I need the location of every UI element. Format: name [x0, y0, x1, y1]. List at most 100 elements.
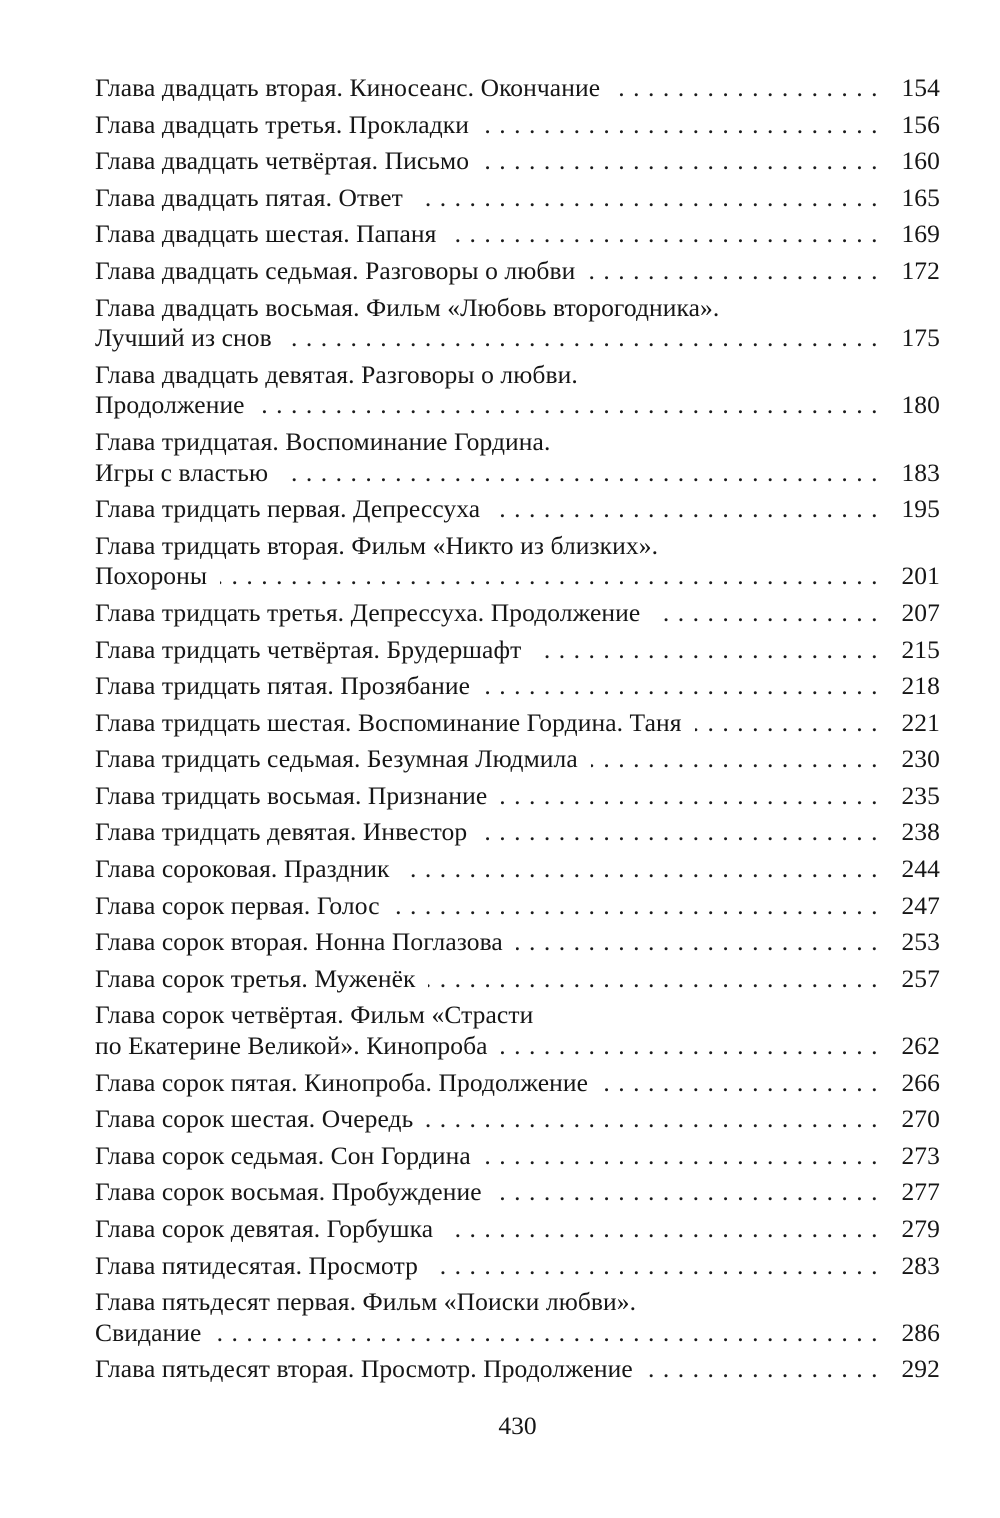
toc-entry-lastline: Глава сорок девятая. Горбушка 279 [95, 1214, 940, 1245]
dot-leader [450, 219, 887, 250]
toc-entry-page: 183 [901, 457, 940, 487]
toc-entry: Глава двадцать пятая. Ответ 165 [95, 183, 940, 214]
toc-entry-lastline: Глава пятьдесят вторая. Просмотр. Продол… [95, 1354, 940, 1385]
toc-entry-title: Глава тридцать первая. Депрессуха [95, 494, 481, 524]
dot-leader [214, 1318, 886, 1349]
toc-entry: Глава сорок шестая. Очередь 270 [95, 1104, 940, 1135]
dot-leader [258, 390, 886, 421]
toc-entry-lastline: Глава сороковая. Праздник 244 [95, 854, 940, 885]
dot-leader [220, 561, 886, 592]
toc-entry: Глава сорок первая. Голос 247 [95, 891, 940, 922]
toc-entry-title: Глава тридцать восьмая. Признание [95, 780, 488, 810]
toc-entry-lastline: Глава тридцать первая. Депрессуха 195 [95, 494, 940, 525]
dot-leader [646, 1354, 886, 1385]
toc-entry-page: 247 [901, 890, 940, 920]
toc-entry-lastline: Лучший из снов 175 [95, 323, 940, 354]
toc-entry-lastline: Глава сорок вторая. Нонна Поглазова 253 [95, 927, 940, 958]
toc-entry-page: 160 [901, 146, 940, 176]
dot-leader [500, 781, 886, 812]
toc-entry-line: Глава пятьдесят первая. Фильм «Поиски лю… [95, 1287, 637, 1317]
toc-entry-title: Глава сорок пятая. Кинопроба. Продолжени… [95, 1067, 589, 1097]
toc-entry: Глава двадцать шестая. Папаня 169 [95, 219, 940, 250]
toc-entry: Глава тридцать пятая. Прозябание 218 [95, 671, 940, 702]
page-number: 430 [498, 1410, 537, 1440]
toc-entry-lastline: Продолжение 180 [95, 390, 940, 421]
toc-entry-page: 215 [901, 634, 940, 664]
toc-entry-lastline: по Екатерине Великой». Кинопроба 262 [95, 1031, 940, 1062]
toc-entry: Глава пятидесятая. Просмотр 283 [95, 1251, 940, 1282]
toc-entry-title: Глава двадцать пятая. Ответ [95, 182, 403, 212]
toc-entry-page: 266 [901, 1067, 940, 1097]
toc-entry-lastline: Глава тридцать четвёртая. Брудершафт 215 [95, 635, 940, 666]
toc-entry-page: 195 [901, 494, 940, 524]
dot-leader [431, 1251, 886, 1282]
toc-entry-page: 154 [901, 73, 940, 102]
toc-entry-title: Глава тридцать пятая. Прозябание [95, 671, 470, 701]
toc-entry-title: Глава двадцать вторая. Киносеанс. Оконча… [95, 73, 601, 102]
toc-entry-title: Глава тридцать четвёртая. Брудершафт [95, 634, 522, 664]
toc-entry-lastline: Свидание 286 [95, 1318, 940, 1349]
toc-entry-title: Глава двадцать третья. Прокладки [95, 109, 470, 139]
toc-entry-title: Глава тридцать третья. Депрессуха. Продо… [95, 597, 641, 627]
dot-leader [695, 708, 886, 739]
toc-entry-page: 235 [901, 780, 940, 810]
toc-entry: Глава сорок третья. Муженёк 257 [95, 964, 940, 995]
dot-leader [446, 1214, 886, 1245]
dot-leader [480, 817, 886, 848]
toc-entry-lastline: Глава сорок первая. Голос 247 [95, 891, 940, 922]
toc-entry-lastline: Глава сорок шестая. Очередь 270 [95, 1104, 940, 1135]
toc-entry: Глава тридцать четвёртая. Брудершафт 215 [95, 635, 940, 666]
toc-entry: Глава тридцать первая. Депрессуха 195 [95, 494, 940, 525]
toc-entry-lastline: Глава двадцать третья. Прокладки 156 [95, 110, 940, 141]
toc-entry-lastline: Глава двадцать четвёртая. Письмо 160 [95, 146, 940, 177]
toc-entry-page: 262 [901, 1031, 940, 1061]
toc-entry-title: Глава тридцать седьмая. Безумная Людмила [95, 744, 578, 774]
dot-leader [601, 1068, 886, 1099]
dot-leader [495, 1177, 886, 1208]
dot-leader [416, 183, 886, 214]
toc-entry-page: 244 [901, 854, 940, 884]
toc-entry-lastline: Глава двадцать седьмая. Разговоры о любв… [95, 256, 940, 287]
toc-entry-page: 292 [901, 1354, 940, 1384]
toc-entry-lastline: Глава тридцать восьмая. Признание 235 [95, 781, 940, 812]
dot-leader [281, 458, 886, 489]
toc-entry-page: 207 [901, 597, 940, 627]
toc-entry: Глава двадцать вторая. Киносеанс. Оконча… [95, 73, 940, 104]
toc-entry-page: 175 [901, 323, 940, 353]
dot-leader [428, 964, 886, 995]
toc-entry-title: Глава двадцать четвёртая. Письмо [95, 146, 470, 176]
toc-entry-lastline: Глава двадцать шестая. Папаня 169 [95, 219, 940, 250]
toc-entry: Глава сорок четвёртая. Фильм «Страсти по … [95, 1000, 940, 1061]
toc-entry-lastline: Глава сорок третья. Муженёк 257 [95, 964, 940, 995]
toc-entry-lastline: Игры с властью 183 [95, 458, 940, 489]
toc-entry: Глава сороковая. Праздник 244 [95, 854, 940, 885]
toc-entry-page: 172 [901, 255, 940, 285]
toc-entry-page: 238 [901, 817, 940, 847]
dot-leader [484, 1141, 886, 1172]
toc-entry-page: 201 [901, 561, 940, 591]
toc-entry: Глава двадцать третья. Прокладки 156 [95, 110, 940, 141]
dot-leader [653, 598, 886, 629]
toc-entry-line: Глава двадцать девятая. Разговоры о любв… [95, 359, 578, 389]
toc-entry-page: 156 [901, 109, 940, 139]
toc-entry: Глава пятьдесят первая. Фильм «Поиски лю… [95, 1287, 940, 1348]
toc-entry-lastline: Глава тридцать девятая. Инвестор 238 [95, 817, 940, 848]
toc-entry: Глава тридцать шестая. Воспоминание Горд… [95, 708, 940, 739]
dot-leader [516, 927, 886, 958]
toc-entry-title: Глава сорок седьмая. Сон Гордина [95, 1140, 471, 1170]
toc-entry-lastline: Глава тридцать третья. Депрессуха. Продо… [95, 598, 940, 629]
toc-entry: Глава тридцатая. Воспоминание Гордина. Иг… [95, 427, 940, 488]
toc-entry-line: Глава двадцать восьмая. Фильм «Любовь вт… [95, 292, 720, 322]
toc-entry-title: Глава сорок первая. Голос [95, 890, 380, 920]
toc-entry: Глава двадцать девятая. Разговоры о любв… [95, 360, 940, 421]
toc-entry-line: Глава сорок четвёртая. Фильм «Страсти [95, 1000, 534, 1030]
toc-entry-line: Глава тридцать вторая. Фильм «Никто из б… [95, 530, 659, 560]
dot-leader [482, 110, 886, 141]
toc-entry-title: Глава сорок вторая. Нонна Поглазова [95, 927, 503, 957]
toc-entry: Глава сорок пятая. Кинопроба. Продолжени… [95, 1068, 940, 1099]
toc-entry: Глава пятьдесят вторая. Просмотр. Продол… [95, 1354, 940, 1385]
dot-leader [482, 146, 886, 177]
toc-entry: Глава сорок восьмая. Пробуждение 277 [95, 1177, 940, 1208]
toc-entry-page: 218 [901, 671, 940, 701]
